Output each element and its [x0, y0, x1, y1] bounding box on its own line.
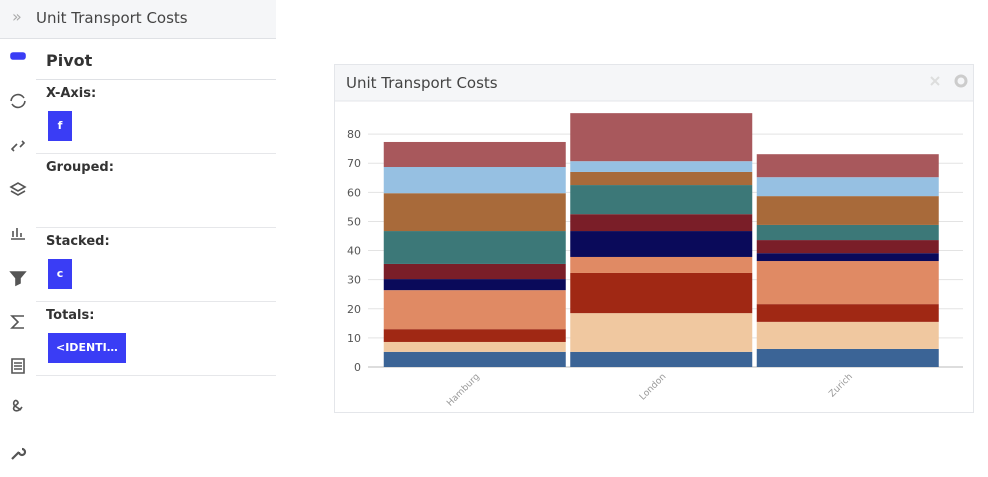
data-icon[interactable]	[10, 52, 26, 60]
section-label: Stacked:	[46, 234, 110, 249]
y-tick-label: 10	[347, 332, 361, 345]
y-tick-label: 50	[347, 215, 361, 228]
panel-header	[335, 65, 973, 101]
bar-segment	[383, 167, 566, 194]
pivot-sections: X-Axis: f Grouped: Stacked: c Totals: <IDENTI…	[36, 80, 276, 376]
bar-segment	[756, 177, 939, 197]
bar-segment	[383, 290, 566, 330]
bar-segment	[383, 231, 566, 264]
y-tick-label: 60	[347, 186, 361, 199]
chart-icon[interactable]	[11, 228, 25, 240]
chip[interactable]: f	[48, 111, 72, 141]
bar-segment	[570, 161, 753, 172]
section-label: Totals:	[46, 308, 95, 323]
bar-segment	[756, 321, 939, 349]
bar-segment	[570, 214, 753, 232]
icon-sidebar	[9, 52, 27, 460]
bar-segment	[383, 193, 566, 232]
y-tick-label: 70	[347, 157, 361, 170]
bar-segment	[570, 185, 753, 215]
link-icon[interactable]	[10, 140, 26, 152]
tool-icon[interactable]	[11, 447, 27, 460]
top-bar: » Unit Transport Costs	[0, 0, 276, 39]
pivot-section: X-Axis: f	[36, 80, 276, 154]
bar-segment	[570, 231, 753, 257]
filter-icon[interactable]	[9, 271, 27, 287]
bar-segment	[383, 351, 566, 367]
bar-segment	[570, 113, 753, 162]
section-label: Grouped:	[46, 160, 114, 175]
bar-segment	[383, 329, 566, 342]
refresh-icon[interactable]	[10, 93, 26, 109]
pivot-section: Totals: <IDENTI…	[36, 302, 276, 376]
bar-segment	[756, 240, 939, 254]
bar-segment	[570, 313, 753, 352]
y-tick-label: 0	[354, 361, 361, 374]
bar-segment	[756, 253, 939, 262]
expand-icon[interactable]: »	[12, 7, 22, 26]
y-tick-label: 40	[347, 245, 361, 258]
ampersand-icon[interactable]	[12, 399, 23, 412]
bar-segment	[756, 224, 939, 241]
list-icon[interactable]	[11, 358, 25, 374]
pivot-title: Pivot	[36, 39, 276, 80]
chip[interactable]: c	[48, 259, 72, 289]
bar-segment	[570, 272, 753, 314]
bar-segment	[383, 141, 566, 168]
page-title: Unit Transport Costs	[36, 9, 188, 27]
bar-segment	[756, 196, 939, 225]
chart-title: Unit Transport Costs	[346, 74, 498, 92]
bar-segment	[756, 154, 939, 178]
y-tick-label: 80	[347, 128, 361, 141]
bar-segment	[756, 261, 939, 305]
bar-segment	[383, 279, 566, 291]
bar-segment	[756, 304, 939, 322]
sum-icon[interactable]	[10, 315, 24, 329]
pivot-panel: Pivot X-Axis: f Grouped: Stacked: c Totals: <I…	[36, 39, 276, 376]
chip[interactable]: <IDENTI…	[48, 333, 126, 363]
bar-segment	[570, 256, 753, 273]
chart-panel: Unit Transport Costs 01020304050607080Ha…	[334, 64, 974, 413]
pivot-section: Stacked: c	[36, 228, 276, 302]
fullscreen-icon[interactable]	[930, 76, 940, 86]
bar-segment	[383, 263, 566, 280]
layers-icon[interactable]	[9, 182, 27, 196]
bar-segment	[570, 171, 753, 186]
bar-segment	[383, 341, 566, 352]
bar-segment	[756, 348, 939, 367]
bar-segment	[570, 351, 753, 367]
settings-icon[interactable]	[954, 74, 968, 88]
y-tick-label: 30	[347, 274, 361, 287]
y-tick-label: 20	[347, 303, 361, 316]
section-label: X-Axis:	[46, 86, 97, 101]
pivot-section: Grouped:	[36, 154, 276, 228]
